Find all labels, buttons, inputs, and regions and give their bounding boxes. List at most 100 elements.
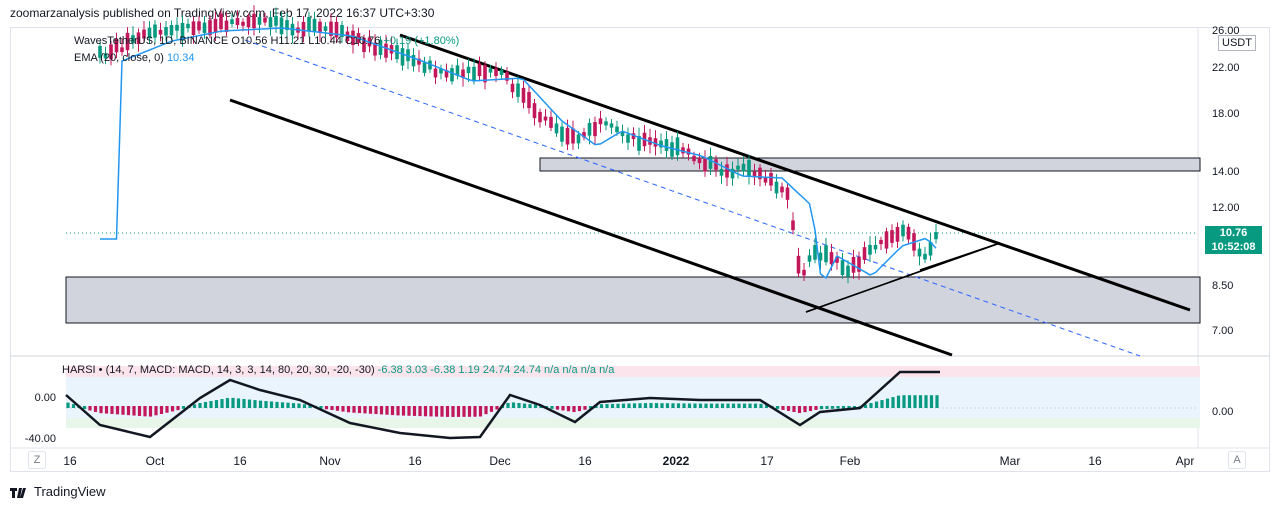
osc-bar [830, 406, 835, 409]
neutral-band [66, 377, 1200, 418]
currency-selector[interactable]: USDT [1218, 35, 1256, 51]
osc-bar [803, 406, 807, 413]
candle-body [450, 68, 454, 82]
osc-bar [825, 406, 829, 409]
osc-bar [236, 398, 241, 408]
osc-bar [170, 406, 175, 412]
candle-body [499, 69, 504, 76]
candle-body [917, 248, 922, 257]
osc-bar [885, 398, 890, 408]
ohlc-high: H11.21 [270, 35, 306, 47]
osc-bar [698, 403, 703, 408]
ohlc-low: L10.44 [308, 35, 342, 47]
osc-bar [605, 404, 609, 408]
osc-bar [319, 406, 323, 409]
osc-bar [632, 403, 637, 408]
osc-bar [82, 406, 87, 409]
candle-body [521, 87, 526, 103]
candle-body [549, 116, 553, 128]
candle-body [334, 21, 339, 38]
candle-body [631, 133, 636, 140]
osc-bar [643, 403, 648, 408]
candle-body [389, 44, 394, 54]
osc-bar [159, 406, 164, 415]
osc-bar [621, 403, 626, 408]
osc-bar [731, 403, 736, 408]
osc-bar [148, 406, 153, 417]
channel-upper-line [399, 33, 1191, 312]
candle-body [466, 66, 471, 74]
osc-bar [346, 406, 351, 413]
osc-bar [759, 403, 763, 408]
candle-body [818, 252, 823, 261]
candle-body [681, 147, 685, 154]
osc-bar [137, 406, 142, 416]
candle-body [725, 164, 729, 178]
osc-bar [478, 406, 483, 417]
osc-bar [561, 406, 565, 411]
candle-body [301, 21, 306, 37]
candle-body [274, 15, 278, 26]
osc-bar [385, 406, 389, 415]
candle-body [862, 247, 867, 260]
ema-value: 10.34 [166, 52, 195, 64]
osc-bar [88, 406, 92, 411]
osc-bar [654, 403, 659, 408]
candle-body [565, 127, 570, 145]
osc-bar [676, 403, 681, 408]
osc-bar [434, 406, 439, 417]
time-axis-label: 16 [233, 454, 247, 468]
resistance-zone [539, 157, 1201, 172]
auto-scale-button[interactable]: A [1228, 451, 1246, 469]
candle-body [235, 17, 240, 26]
candle-body [560, 126, 564, 142]
overbought-band [66, 366, 1200, 377]
candle-body [774, 181, 779, 194]
osc-values: -6.38 3.03 -6.38 1.19 24.74 24.74 n/a n/… [377, 364, 615, 376]
oscillator-line [65, 370, 940, 440]
candle-body [620, 131, 625, 137]
osc-bar [935, 395, 939, 408]
candle-body [747, 159, 751, 177]
candle-body [378, 39, 383, 55]
candle-body [664, 139, 669, 151]
candle-body [345, 31, 350, 42]
osc-bar [902, 395, 906, 408]
osc-bar [649, 403, 653, 408]
osc-bar [792, 406, 796, 412]
osc-bar [269, 401, 274, 408]
candle-body [433, 68, 438, 78]
osc-bar [308, 404, 312, 408]
osc-bar [258, 400, 263, 408]
osc-axis-label-0: 0.00 [35, 392, 56, 404]
osc-bar [291, 403, 296, 408]
osc-bar [775, 406, 780, 409]
osc-bar [418, 406, 422, 417]
candle-body [879, 239, 883, 245]
candle-body [791, 220, 795, 231]
osc-bar [242, 399, 246, 408]
channel-lower-line [229, 98, 953, 357]
osc-bar [577, 406, 582, 412]
osc-bar [390, 406, 395, 416]
osc-bar [176, 406, 180, 411]
candle-body [246, 16, 251, 28]
candle-body [835, 256, 839, 263]
osc-bar [473, 406, 477, 417]
osc-bar [324, 406, 329, 410]
zoom-button[interactable]: Z [28, 451, 46, 469]
candle-body [208, 20, 212, 36]
oscillator-legend: HARSI • (14, 7, MACD: MACD, 14, 3, 3, 14… [62, 364, 615, 376]
osc-bar [786, 406, 791, 411]
candle-body [659, 140, 663, 148]
osc-bar [121, 406, 125, 415]
price-axis-label: 12.00 [1212, 202, 1240, 214]
candle-body [846, 265, 850, 277]
candle-body [895, 226, 900, 242]
candle-body [598, 118, 603, 125]
candle-body [125, 32, 130, 51]
candle-body [571, 128, 575, 144]
osc-bar [638, 403, 642, 408]
last-price-tag: 10.76 10:52:08 [1205, 226, 1262, 254]
